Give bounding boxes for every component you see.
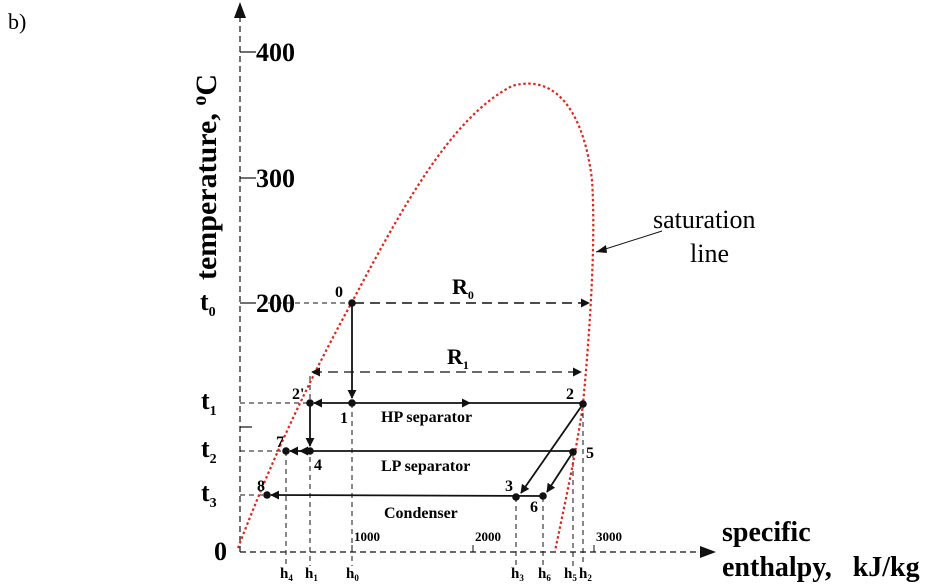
level-t3: t3 — [201, 478, 217, 511]
guide-lines — [240, 302, 584, 566]
y-axis-label: temperature, oC — [189, 74, 223, 280]
x-axis-arrow — [700, 546, 716, 558]
point-2prime — [306, 399, 314, 407]
label-condenser: Condenser — [384, 505, 458, 522]
saturation-label-line1: saturation — [653, 205, 756, 234]
point-7 — [282, 447, 290, 455]
x-tick-1000: 1000 — [354, 529, 380, 544]
x-axis-label-line2: enthalpy, kJ/kg — [722, 552, 920, 583]
label-point-4: 4 — [314, 457, 322, 474]
label-point-7: 7 — [276, 434, 284, 451]
enthalpy-h5: h5 — [564, 566, 577, 583]
point-8 — [263, 491, 271, 499]
label-point-2: 2 — [566, 386, 574, 403]
enthalpy-h3: h3 — [511, 566, 524, 583]
point-2 — [579, 400, 587, 408]
point-5 — [569, 448, 577, 456]
point-1 — [348, 399, 356, 407]
enthalpy-h2: h2 — [579, 566, 592, 583]
arrow-2-to-3 — [520, 403, 584, 494]
panel-label: b) — [8, 9, 26, 34]
y-axis-arrow — [234, 2, 246, 18]
label-point-0: 0 — [335, 284, 343, 301]
enthalpy-h0: h0 — [346, 566, 359, 583]
point-0 — [348, 299, 356, 307]
level-t1: t1 — [201, 386, 217, 419]
R0-label: R0 — [452, 274, 474, 302]
label-point-3: 3 — [505, 478, 513, 495]
arrow-5-to-6 — [546, 451, 574, 493]
process-arrows — [270, 306, 584, 500]
y-tick-400: 400 — [256, 38, 295, 67]
label-point-5: 5 — [586, 445, 594, 462]
saturation-leader-arrow — [596, 245, 607, 253]
label-point-8: 8 — [257, 478, 265, 495]
label-point-1: 1 — [340, 410, 348, 427]
level-t2: t2 — [201, 434, 217, 467]
point-4 — [306, 447, 314, 455]
saturation-label-line2: line — [690, 239, 729, 268]
label-hp-separator: HP separator — [381, 409, 472, 426]
label-lp-separator: LP separator — [381, 458, 470, 475]
label-point-6: 6 — [530, 499, 538, 516]
arrow-6-to-8 — [270, 490, 544, 500]
enthalpy-h1: h1 — [305, 566, 318, 583]
x-axis-label-line1: specific — [722, 517, 811, 548]
point-3 — [512, 493, 520, 501]
x-tick-3000: 3000 — [596, 529, 622, 544]
saturation-leader-line — [595, 230, 663, 253]
axes — [234, 2, 716, 558]
enthalpy-h4: h4 — [280, 566, 293, 583]
y-tick-300: 300 — [256, 164, 295, 193]
label-point-2prime: 2' — [292, 386, 304, 403]
x-tick-2000: 2000 — [475, 529, 501, 544]
enthalpy-h6: h6 — [538, 566, 551, 583]
origin-label: 0 — [214, 537, 227, 566]
level-t0: t0 — [200, 287, 216, 320]
state-points — [263, 299, 587, 501]
point-6 — [539, 492, 547, 500]
R1-label: R1 — [447, 344, 469, 372]
